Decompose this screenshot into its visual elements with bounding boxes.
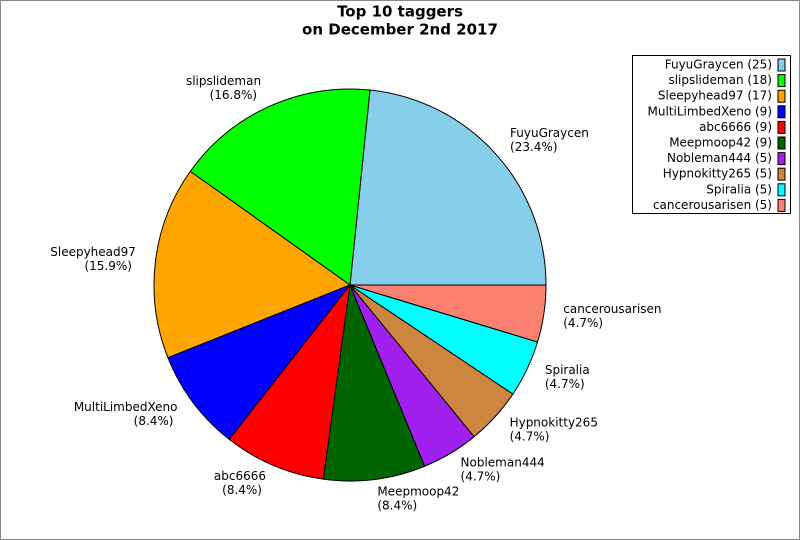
legend-label: Meepmoop42 (9): [669, 136, 772, 150]
slice-value-label: (15.9%): [84, 259, 131, 273]
pie-slice: [349, 89, 547, 286]
legend-label: Spiralia (5): [706, 182, 772, 196]
pie-slice: [153, 170, 352, 359]
slice-label: cancerousarisen: [563, 302, 661, 316]
slice-label: Spiralia: [545, 363, 590, 377]
slice-value-label: (4.7%): [461, 470, 501, 484]
legend-box: [632, 55, 791, 214]
slice-label: FuyuGraycen: [510, 126, 589, 140]
slice-value-label: (8.4%): [222, 483, 262, 497]
slice-label: abc6666: [214, 469, 266, 483]
legend-swatch: [777, 136, 786, 150]
pie-slice: [228, 283, 351, 480]
slice-value-label: (23.4%): [510, 140, 557, 154]
legend-swatch: [777, 120, 786, 134]
legend-label: Nobleman444 (5): [667, 151, 772, 165]
legend-swatch: [777, 183, 786, 197]
slice-value-label: (4.7%): [510, 429, 550, 443]
legend-label: abc6666 (9): [699, 120, 772, 134]
slice-label: Hypnokitty265: [510, 415, 598, 429]
pie-slice: [322, 283, 426, 482]
slice-value-label: (16.8%): [210, 88, 257, 102]
pie-slice: [167, 283, 352, 441]
legend-label: Hypnokitty265 (5): [663, 167, 772, 181]
slice-label: slipslideman: [186, 74, 261, 88]
chart-title: Top 10 taggers: [337, 3, 463, 21]
legend-swatch: [777, 58, 786, 72]
slice-label: Nobleman444: [461, 456, 545, 470]
legend-swatch: [777, 167, 786, 181]
slice-label: Sleepyhead97: [50, 245, 136, 259]
legend-swatch: [777, 74, 786, 88]
slice-value-label: (8.4%): [377, 498, 417, 512]
pie-slice: [349, 284, 547, 343]
chart-title: on December 2nd 2017: [302, 21, 498, 39]
pie-slice: [189, 88, 371, 286]
legend-swatch: [777, 152, 786, 166]
legend-swatch: [777, 198, 786, 212]
slice-value-label: (4.7%): [563, 316, 603, 330]
slice-value-label: (4.7%): [545, 377, 585, 391]
slice-value-label: (8.4%): [134, 414, 174, 428]
legend-label: Sleepyhead97 (17): [658, 89, 772, 103]
legend-label: MultiLimbedXeno (9): [648, 104, 772, 118]
legend-label: slipslideman (18): [668, 73, 772, 87]
legend-swatch: [777, 89, 786, 103]
legend-swatch: [777, 105, 786, 119]
legend-label: cancerousarisen (5): [653, 198, 772, 212]
legend-label: FuyuGraycen (25): [665, 58, 772, 72]
slice-label: Meepmoop42: [377, 484, 459, 498]
slice-label: MultiLimbedXeno: [74, 400, 178, 414]
